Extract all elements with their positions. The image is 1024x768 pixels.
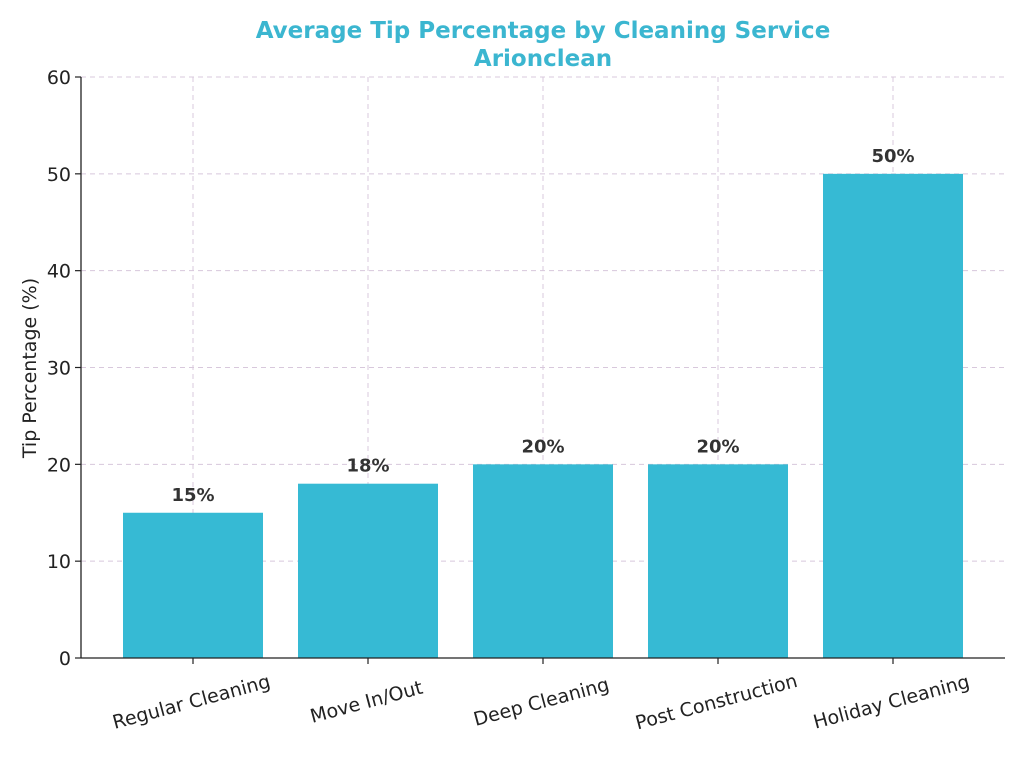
bar [823,173,963,659]
bar [648,464,788,658]
x-tick-label: Post Construction [633,670,800,734]
chart-title: Average Tip Percentage by Cleaning Servi… [256,18,831,44]
bar [298,483,438,658]
data-label: 20% [696,436,739,457]
data-label: 50% [871,146,914,167]
y-tick-label: 10 [47,551,71,573]
x-tick-label: Regular Cleaning [110,671,272,734]
data-label: 20% [521,436,564,457]
y-axis-label: Tip Percentage (%) [19,278,41,459]
y-tick-label: 60 [47,67,71,89]
data-label-layer: 15% 18% 20% 20% 50% [171,146,914,506]
x-tick-label: Move In/Out [308,677,425,728]
x-tick-label: Holiday Cleaning [811,671,972,734]
bar-layer [123,173,963,659]
grid-layer [81,76,1005,658]
y-tick-label: 50 [47,164,71,186]
chart-subtitle: Arionclean [474,46,612,72]
y-tick-label: 20 [47,454,71,476]
data-label: 18% [346,456,389,477]
x-tick-label: Deep Cleaning [471,674,611,731]
y-tick-label: 0 [59,648,71,670]
bar [123,512,263,658]
y-tick-label: 30 [47,358,71,380]
y-tick-label: 40 [47,261,71,283]
bar [473,464,613,658]
data-label: 15% [171,485,214,506]
